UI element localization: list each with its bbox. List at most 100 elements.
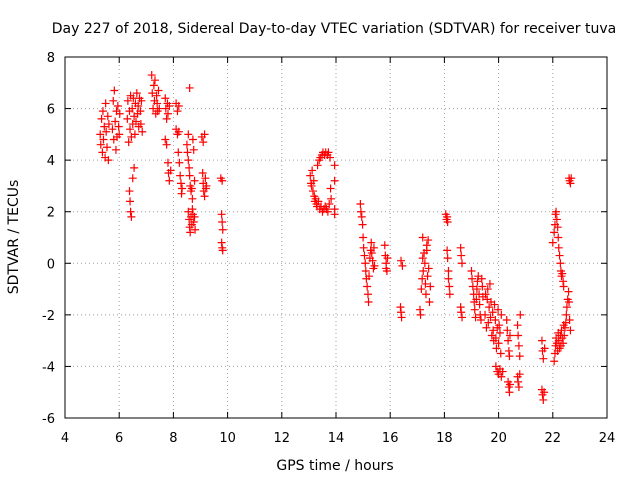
data-point xyxy=(457,251,466,260)
data-point xyxy=(125,187,134,196)
data-point xyxy=(154,86,163,95)
data-point xyxy=(458,313,467,322)
data-point xyxy=(419,267,428,276)
data-point xyxy=(217,210,226,219)
data-point xyxy=(484,318,493,327)
data-point xyxy=(560,331,569,340)
x-tick-label: 8 xyxy=(169,431,177,446)
x-tick-label: 10 xyxy=(219,431,236,446)
data-point xyxy=(559,339,568,348)
data-point xyxy=(539,354,548,363)
data-point xyxy=(191,225,200,234)
data-point xyxy=(198,169,207,178)
data-point xyxy=(494,339,503,348)
data-point xyxy=(188,135,197,144)
data-point xyxy=(113,101,122,110)
data-point xyxy=(363,282,372,291)
data-point xyxy=(134,101,143,110)
data-point xyxy=(152,91,161,100)
data-point xyxy=(149,81,158,90)
data-point xyxy=(476,316,485,325)
x-tick-label: 22 xyxy=(545,431,562,446)
data-point xyxy=(326,184,335,193)
data-point xyxy=(487,331,496,340)
data-point xyxy=(505,388,514,397)
data-point xyxy=(445,282,454,291)
data-point xyxy=(104,120,113,129)
data-point xyxy=(556,259,565,268)
data-point xyxy=(218,218,227,227)
x-tick-label: 4 xyxy=(61,431,69,446)
y-axis-title: SDTVAR / TECUs xyxy=(6,180,22,295)
data-point xyxy=(359,243,368,252)
data-point xyxy=(397,313,406,322)
data-point xyxy=(324,148,333,157)
x-tick-label: 20 xyxy=(490,431,507,446)
data-point xyxy=(162,140,171,149)
data-point xyxy=(488,308,497,317)
data-point xyxy=(307,181,316,190)
data-points xyxy=(96,71,576,404)
data-point xyxy=(566,326,575,335)
data-point xyxy=(369,243,378,252)
data-point xyxy=(185,171,194,180)
data-point xyxy=(516,310,525,319)
data-point xyxy=(540,344,549,353)
y-tick-label: 4 xyxy=(47,154,55,169)
data-point xyxy=(190,212,199,221)
data-point xyxy=(398,261,407,270)
data-point xyxy=(123,96,132,105)
data-point xyxy=(356,207,365,216)
data-point xyxy=(103,143,112,152)
data-point xyxy=(489,326,498,335)
data-point xyxy=(126,197,135,206)
data-point xyxy=(424,264,433,273)
data-point xyxy=(468,274,477,283)
data-point xyxy=(363,290,372,299)
data-point xyxy=(330,161,339,170)
data-point xyxy=(491,334,500,343)
data-point xyxy=(361,259,370,268)
data-point xyxy=(102,127,111,136)
x-tick-label: 16 xyxy=(382,431,399,446)
data-point xyxy=(497,310,506,319)
data-point xyxy=(425,297,434,306)
data-point xyxy=(473,277,482,286)
data-point xyxy=(368,256,377,265)
data-point xyxy=(383,254,392,263)
data-point xyxy=(111,117,120,126)
data-point xyxy=(472,285,481,294)
data-point xyxy=(182,140,191,149)
data-point xyxy=(514,331,523,340)
data-point xyxy=(100,122,109,131)
data-point xyxy=(562,303,571,312)
data-point xyxy=(367,248,376,257)
data-point xyxy=(185,163,194,172)
data-point xyxy=(364,297,373,306)
data-point xyxy=(174,101,183,110)
data-point xyxy=(443,218,452,227)
y-tick-label: -6 xyxy=(42,412,55,427)
data-point xyxy=(356,199,365,208)
data-point xyxy=(137,96,146,105)
x-tick-label: 12 xyxy=(274,431,291,446)
data-point xyxy=(421,290,430,299)
data-point xyxy=(306,171,315,180)
data-point xyxy=(96,130,105,139)
data-point xyxy=(444,267,453,276)
data-point xyxy=(103,112,112,121)
data-point xyxy=(326,153,335,162)
data-point xyxy=(128,174,137,183)
data-point xyxy=(360,251,369,260)
data-point xyxy=(136,107,145,116)
data-point xyxy=(445,290,454,299)
y-tick-label: 0 xyxy=(47,257,55,272)
data-point xyxy=(550,228,559,237)
data-point xyxy=(126,125,135,134)
data-point xyxy=(552,215,561,224)
data-point xyxy=(470,305,479,314)
data-point xyxy=(166,166,175,175)
data-point xyxy=(491,362,500,371)
